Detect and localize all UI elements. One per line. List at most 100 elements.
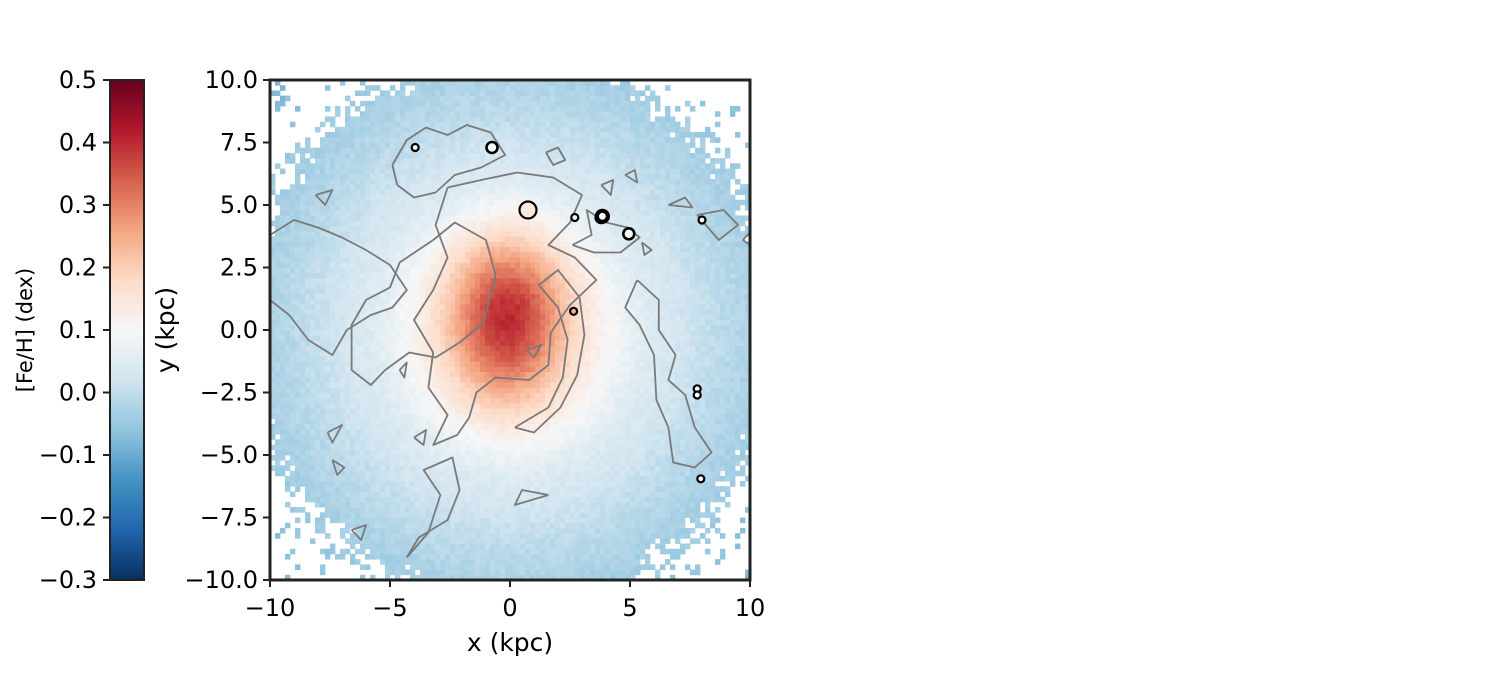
heatmap-cell	[635, 335, 641, 341]
heatmap-cell	[595, 376, 601, 383]
heatmap-cell	[400, 423, 406, 430]
heatmap-cell	[720, 345, 726, 352]
heatmap-cell	[710, 392, 716, 399]
heatmap-cell	[370, 288, 376, 294]
heatmap-cell	[700, 371, 706, 378]
heatmap-cell	[510, 465, 516, 472]
heatmap-cell	[600, 527, 606, 534]
heatmap-cell	[525, 548, 531, 555]
heatmap-cell	[540, 324, 546, 331]
heatmap-cell	[375, 366, 381, 373]
heatmap-cell	[480, 522, 486, 529]
heatmap-cell	[520, 330, 526, 336]
heatmap-cell	[525, 527, 531, 534]
heatmap-cell	[520, 439, 526, 445]
heatmap-cell	[355, 382, 361, 388]
heatmap-cell	[680, 527, 686, 534]
heatmap-cell	[730, 366, 736, 373]
heatmap-cell	[650, 413, 656, 419]
heatmap-cell	[480, 548, 486, 555]
heatmap-cell	[355, 527, 361, 534]
heatmap-cell	[640, 408, 646, 414]
heatmap-cell	[325, 553, 331, 560]
heatmap-cell	[720, 439, 726, 445]
heatmap-cell	[270, 303, 276, 310]
heatmap-cell	[390, 397, 396, 404]
heatmap-cell	[505, 564, 511, 570]
heatmap-cell	[670, 533, 676, 539]
heatmap-cell	[450, 298, 456, 305]
heatmap-cell	[635, 517, 641, 524]
heatmap-cell	[730, 465, 736, 472]
heatmap-cell	[475, 423, 481, 430]
heatmap-cell	[315, 293, 321, 300]
heatmap-cell	[650, 449, 656, 456]
heatmap-cell	[325, 288, 331, 294]
heatmap-cell	[525, 538, 531, 544]
heatmap-cell	[500, 366, 506, 373]
heatmap-cell	[590, 314, 596, 320]
heatmap-cell	[490, 460, 496, 466]
heatmap-cell	[660, 335, 666, 341]
heatmap-cell	[600, 345, 606, 352]
heatmap-cell	[505, 335, 511, 341]
heatmap-cell	[475, 444, 481, 451]
heatmap-cell	[515, 486, 521, 492]
heatmap-cell	[685, 303, 691, 310]
heatmap-cell	[435, 553, 441, 560]
heatmap-cell	[735, 402, 741, 409]
heatmap-cell	[705, 418, 711, 425]
heatmap-cell	[670, 428, 676, 435]
heatmap-cell	[540, 309, 546, 315]
heatmap-cell	[380, 366, 386, 373]
heatmap-cell	[475, 449, 481, 456]
heatmap-cell	[590, 361, 596, 367]
heatmap-cell	[385, 444, 391, 451]
heatmap-cell	[360, 527, 366, 534]
heatmap-cell	[545, 298, 551, 305]
heatmap-cell	[690, 507, 696, 513]
heatmap-cell	[495, 340, 501, 347]
heatmap-cell	[485, 491, 491, 498]
heatmap-cell	[625, 434, 631, 440]
heatmap-cell	[670, 481, 676, 487]
heatmap-cell	[610, 413, 616, 419]
heatmap-cell	[690, 460, 696, 466]
heatmap-cell	[280, 335, 286, 341]
heatmap-cell	[495, 324, 501, 331]
heatmap-cell	[600, 507, 606, 513]
heatmap-cell	[310, 350, 316, 357]
heatmap-cell	[375, 522, 381, 529]
heatmap-cell	[695, 366, 701, 373]
heatmap-cell	[340, 298, 346, 305]
heatmap-cell	[555, 507, 561, 513]
heatmap-cell	[385, 397, 391, 404]
heatmap-cell	[440, 486, 446, 492]
heatmap-cell	[345, 283, 351, 289]
heatmap-cell	[490, 397, 496, 404]
heatmap-cell	[545, 387, 551, 393]
heatmap-cell	[690, 465, 696, 472]
heatmap-cell	[435, 387, 441, 393]
heatmap-cell	[285, 423, 291, 430]
heatmap-cell	[690, 402, 696, 409]
heatmap-cell	[590, 501, 596, 508]
heatmap-cell	[355, 517, 361, 524]
heatmap-cell	[495, 298, 501, 305]
heatmap-cell	[320, 465, 326, 472]
heatmap-cell	[540, 538, 546, 544]
heatmap-cell	[350, 361, 356, 367]
heatmap-cell	[555, 527, 561, 534]
heatmap-cell	[335, 413, 341, 419]
heatmap-cell	[475, 564, 481, 570]
heatmap-cell	[620, 340, 626, 347]
heatmap-cell	[435, 444, 441, 451]
heatmap-cell	[735, 350, 741, 357]
heatmap-cell	[635, 460, 641, 466]
heatmap-cell	[395, 340, 401, 347]
heatmap-cell	[620, 319, 626, 326]
heatmap-cell	[570, 356, 576, 362]
heatmap-cell	[285, 340, 291, 347]
heatmap-cell	[575, 559, 581, 565]
heatmap-cell	[530, 366, 536, 373]
